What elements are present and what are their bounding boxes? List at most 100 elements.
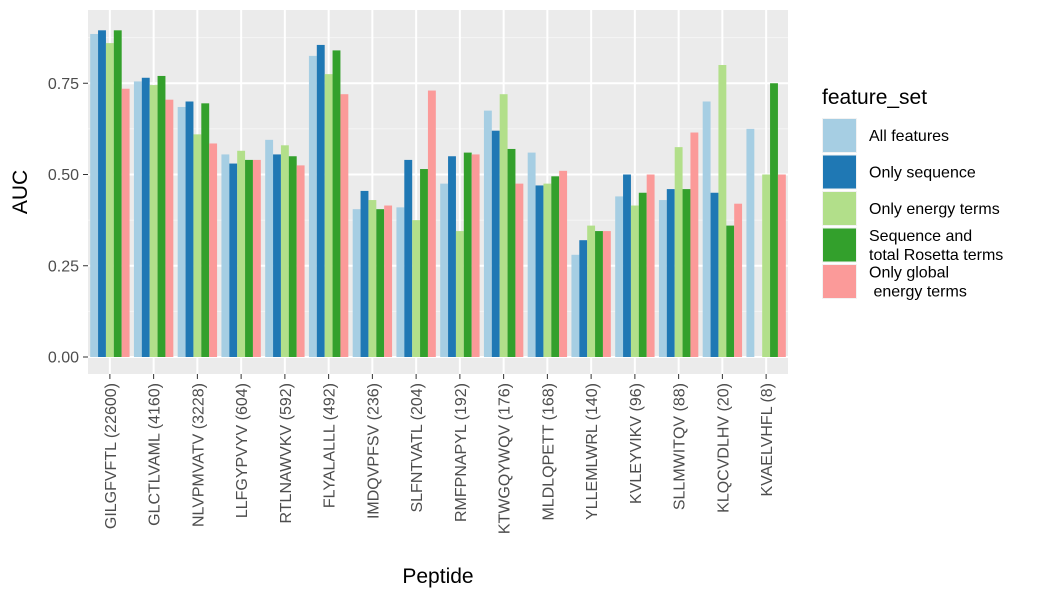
x-tick-label: GLCTLVAML (4160) — [147, 383, 164, 526]
bar — [427, 90, 436, 358]
legend: feature_set All features Only sequence Onl… — [822, 86, 1003, 301]
bar — [455, 231, 464, 357]
bar — [630, 205, 639, 357]
y-tick-label: 0.50 — [48, 167, 79, 184]
bar — [551, 176, 560, 357]
bar — [499, 94, 508, 357]
bars — [90, 30, 786, 358]
bar — [113, 30, 122, 357]
y-tick-label: 0.25 — [48, 258, 79, 275]
bar — [384, 205, 393, 357]
bar — [507, 148, 516, 357]
bar — [746, 128, 755, 358]
bar — [165, 99, 174, 358]
x-axis-title: Peptide — [402, 565, 473, 588]
bar — [483, 110, 492, 358]
bar — [638, 192, 647, 357]
x-tick-label: LLFGYPVYV (604) — [234, 383, 251, 518]
bar — [674, 147, 683, 357]
bar — [471, 154, 480, 357]
legend-label: Only global — [869, 265, 949, 282]
bar — [265, 139, 274, 357]
bar — [352, 209, 361, 357]
bar — [623, 174, 631, 357]
bar — [324, 74, 333, 358]
bar — [105, 43, 114, 357]
bar — [245, 159, 253, 357]
x-tick-label: FLYALALLL (492) — [322, 383, 339, 508]
x-tick-label: IMDQVPFSV (236) — [365, 383, 382, 519]
legend-key-swatch — [823, 228, 856, 262]
bar — [448, 156, 456, 357]
legend-label: Only energy terms — [869, 201, 1000, 218]
bar — [316, 44, 325, 358]
bar — [571, 254, 580, 357]
bar — [237, 150, 246, 357]
x-tick-label: GILGFVFTL (22600) — [103, 383, 120, 529]
bar — [177, 106, 186, 357]
x-axis: GILGFVFTL (22600) GLCTLVAML (4160) NLVPMVA… — [103, 374, 776, 534]
y-tick-label: 0.00 — [48, 350, 79, 367]
x-tick-label: SLFNTVATL (204) — [409, 383, 426, 513]
bar — [229, 163, 238, 357]
x-tick-label: SLLMWITQV (88) — [672, 383, 689, 510]
bar — [559, 170, 568, 357]
bar — [340, 94, 349, 357]
legend-label: total Rosetta terms — [869, 247, 1003, 264]
bar — [288, 156, 297, 357]
bar — [543, 183, 552, 358]
bar — [209, 143, 218, 357]
bar — [463, 152, 472, 357]
x-tick-label: KLQCVDLHV (20) — [715, 383, 732, 513]
x-tick-label: KVLEYVIKV (96) — [628, 383, 645, 504]
bar — [133, 81, 142, 358]
bar — [527, 152, 536, 357]
bar — [149, 85, 158, 357]
bar — [777, 174, 786, 357]
bar — [646, 174, 655, 357]
bar — [296, 165, 305, 358]
bar — [280, 145, 289, 357]
bar — [185, 101, 194, 357]
bar — [193, 134, 202, 357]
bar — [535, 185, 544, 357]
bar — [121, 88, 130, 357]
bar — [602, 231, 611, 357]
bar — [90, 33, 99, 357]
bar — [396, 207, 405, 357]
legend-label: All features — [869, 128, 949, 145]
legend-key-swatch — [823, 155, 856, 189]
bar — [710, 192, 719, 357]
legend-label: energy terms — [869, 284, 967, 301]
bar — [332, 50, 341, 358]
legend-label: Only sequence — [869, 165, 976, 182]
bar — [615, 196, 624, 357]
bar — [595, 231, 603, 357]
y-axis: 0.00 0.25 0.50 0.75 — [48, 76, 88, 367]
bar — [440, 183, 449, 358]
bar — [658, 200, 667, 357]
bar — [98, 30, 106, 357]
x-tick-label: MLDLQPETT (168) — [540, 383, 557, 521]
legend-key-swatch — [823, 265, 856, 298]
legend-key-swatch — [823, 119, 856, 152]
bar — [726, 225, 735, 357]
bar — [221, 154, 230, 357]
x-tick-label: RTLNAWVKV (592) — [278, 383, 295, 523]
x-tick-label: YLLEMLWRL (140) — [584, 383, 601, 520]
bar — [201, 103, 210, 357]
x-tick-label: KTWGQYWQV (176) — [497, 383, 514, 534]
legend-label: Sequence and — [869, 228, 972, 245]
bar — [252, 159, 261, 357]
bar — [360, 190, 369, 357]
bar — [404, 159, 413, 357]
legend-title: feature_set — [822, 86, 927, 109]
bar — [579, 240, 588, 357]
bar — [376, 209, 385, 357]
bar — [770, 83, 778, 357]
bar — [762, 174, 771, 357]
bar — [273, 154, 281, 357]
bar — [587, 225, 596, 357]
bar — [157, 75, 166, 357]
